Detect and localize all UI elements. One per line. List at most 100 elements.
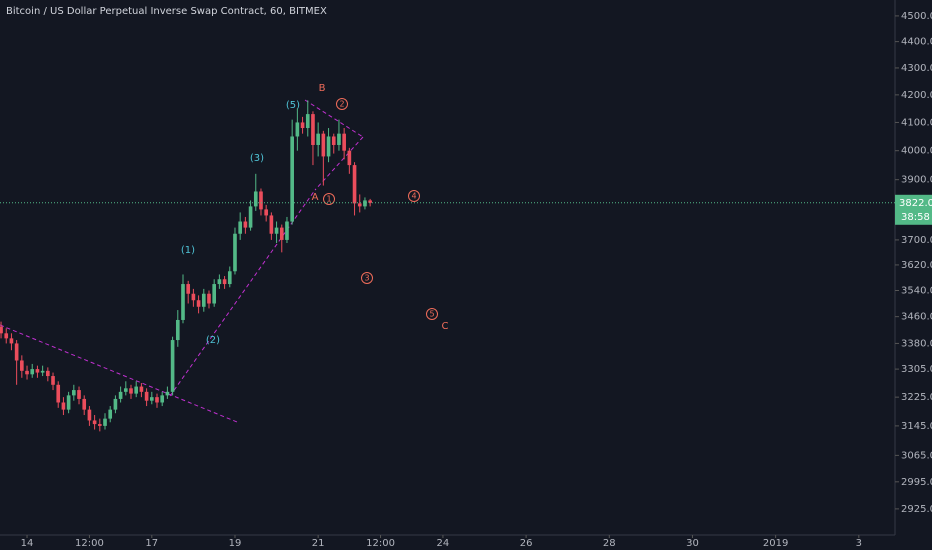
candle-body [342,133,346,151]
candle-body [0,326,3,334]
wave-label: 2 [339,100,344,109]
wave-circle [336,98,348,110]
x-tick-label: 12:00 [75,538,104,549]
x-tick-label: 26 [520,538,533,549]
candle-body [217,279,222,285]
candle-body [248,206,253,228]
candle-body [337,133,341,145]
candle-body [4,333,9,339]
candle-body [295,122,300,137]
trend-line [304,99,364,138]
x-tick-label: 2019 [763,538,788,549]
candle-body [113,398,118,410]
chart-title: Bitcoin / US Dollar Perpetual Inverse Sw… [6,6,327,17]
candle-body [243,221,248,228]
wave-label: (3) [250,153,264,164]
candle-body [149,397,154,401]
x-tick-label: 30 [686,538,699,549]
candle-body [129,388,133,394]
wave-label: B [319,83,326,94]
wave-label: C [442,321,449,332]
candle-body [207,293,211,304]
y-tick-label: 2925.0 [901,504,932,515]
wave-circle [426,308,438,320]
candle-body [191,293,196,301]
x-tick-label: 14 [21,538,34,549]
candle-body [311,114,315,145]
candle-body [285,221,289,240]
candle-body [175,319,180,341]
candle-body [35,369,40,373]
trend-line [0,324,238,423]
candle-body [72,390,76,396]
candle-body [186,284,191,294]
candle-body [316,133,320,145]
candle-body [357,203,362,207]
countdown-label: 38:58 [901,212,930,223]
candle-body [51,376,55,385]
candle-body [238,221,242,234]
candle-body [363,200,367,207]
candle-body [347,150,352,166]
candle-body [40,370,45,373]
y-tick-label: 3065.0 [901,450,932,461]
candle-body [61,402,66,410]
x-tick-label: 24 [437,538,450,549]
y-tick-label: 3900.0 [901,175,932,186]
candle-body [253,191,258,207]
wave-label: (5) [286,100,300,111]
y-tick-label: 3305.0 [901,364,932,375]
candle-body [279,227,284,240]
candle-body [233,233,237,272]
candle-body [170,340,175,392]
candle-body [264,209,268,216]
wave-label: 3 [364,274,369,283]
candle-body [56,384,61,403]
candle-body [144,391,149,401]
candle-body [134,386,139,394]
y-tick-label: 3225.0 [901,392,932,403]
candle-body [331,136,336,145]
y-tick-label: 3700.0 [901,235,932,246]
x-tick-label: 19 [229,538,242,549]
candle-body [87,409,92,421]
wave-label: 5 [429,310,434,319]
wave-circle [361,272,373,284]
y-tick-label: 4200.0 [901,90,932,101]
candle-body [66,395,71,410]
candle-body [212,284,217,304]
candle-body [165,391,170,396]
y-tick-label: 4100.0 [901,117,932,128]
candle-body [97,424,102,426]
candle-body [77,390,81,399]
x-tick-label: 3 [856,538,862,549]
wave-label: (2) [206,335,220,346]
candle-body [82,398,87,410]
wave-label: A [312,192,319,203]
y-tick-label: 4500.0 [901,11,932,22]
candle-body [321,133,326,157]
candle-body [139,386,144,392]
wave-label: 4 [411,192,416,201]
candle-body [326,136,331,157]
candle-body [259,191,263,210]
candle-body [368,200,372,203]
candle-body [20,360,24,371]
last-price-label: 3822.0 [899,198,932,209]
candle-body [118,391,123,399]
wave-circle [408,190,420,202]
wave-circles [323,98,438,320]
wave-labels: (1) (2) (3) (5) A B C 1 2 3 4 5 [181,83,449,346]
y-tick-label: 3540.0 [901,286,932,297]
x-tick-label: 21 [312,538,325,549]
wave-label: 1 [326,195,331,204]
candle-body [103,418,107,426]
candle-body [14,343,19,361]
candle-body [201,293,206,307]
candle-body [160,395,165,403]
candle-body [290,136,294,222]
candle-body [181,284,185,320]
candle-body [196,300,201,307]
